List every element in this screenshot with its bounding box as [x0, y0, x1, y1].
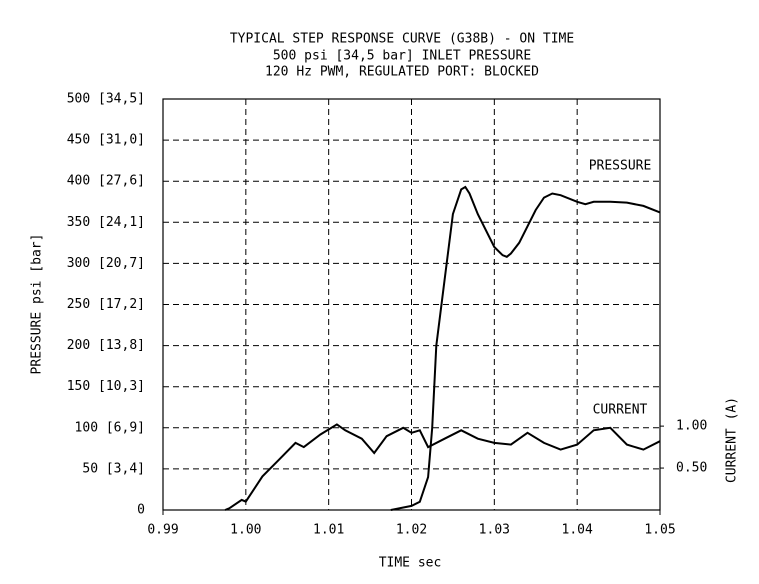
y-tick-label: 0: [137, 503, 145, 518]
y2-axis-label: CURRENT (A): [725, 397, 740, 483]
y-tick-label: 200 [13,8]: [67, 338, 145, 353]
y-tick-label: 250 [17,2]: [67, 297, 145, 312]
series-label: PRESSURE: [589, 159, 652, 174]
y-tick-label: 50 [3,4]: [82, 461, 145, 476]
y-tick-label: 350 [24,1]: [67, 215, 145, 230]
series-label: CURRENT: [593, 403, 648, 418]
y-tick-label: 500 [34,5]: [67, 92, 145, 107]
x-tick-label: 1.02: [396, 523, 427, 538]
y-tick-label: 300 [20,7]: [67, 256, 145, 271]
x-tick-label: 1.00: [230, 523, 261, 538]
y-axis-label: PRESSURE psi [bar]: [30, 234, 45, 375]
y-tick-label: 150 [10,3]: [67, 379, 145, 394]
chart-subtitle: 120 Hz PWM, REGULATED PORT: BLOCKED: [265, 65, 539, 80]
y-tick-label: 450 [31,0]: [67, 133, 145, 148]
x-tick-label: 0.99: [147, 523, 178, 538]
y2-tick-label: 0.50: [676, 461, 707, 476]
x-axis-label: TIME sec: [379, 556, 442, 571]
y-tick-label: 100 [6,9]: [75, 420, 145, 435]
x-tick-label: 1.05: [644, 523, 675, 538]
chart-subtitle: 500 psi [34,5 bar] INLET PRESSURE: [273, 49, 531, 64]
y2-tick-label: 1.00: [676, 419, 707, 434]
x-tick-label: 1.01: [313, 523, 344, 538]
x-tick-label: 1.03: [479, 523, 510, 538]
chart-title: TYPICAL STEP RESPONSE CURVE (G38B) - ON …: [230, 32, 574, 47]
x-tick-label: 1.04: [562, 523, 593, 538]
series-line: [390, 185, 661, 511]
series-line: [224, 423, 661, 511]
y-tick-label: 400 [27,6]: [67, 174, 145, 189]
